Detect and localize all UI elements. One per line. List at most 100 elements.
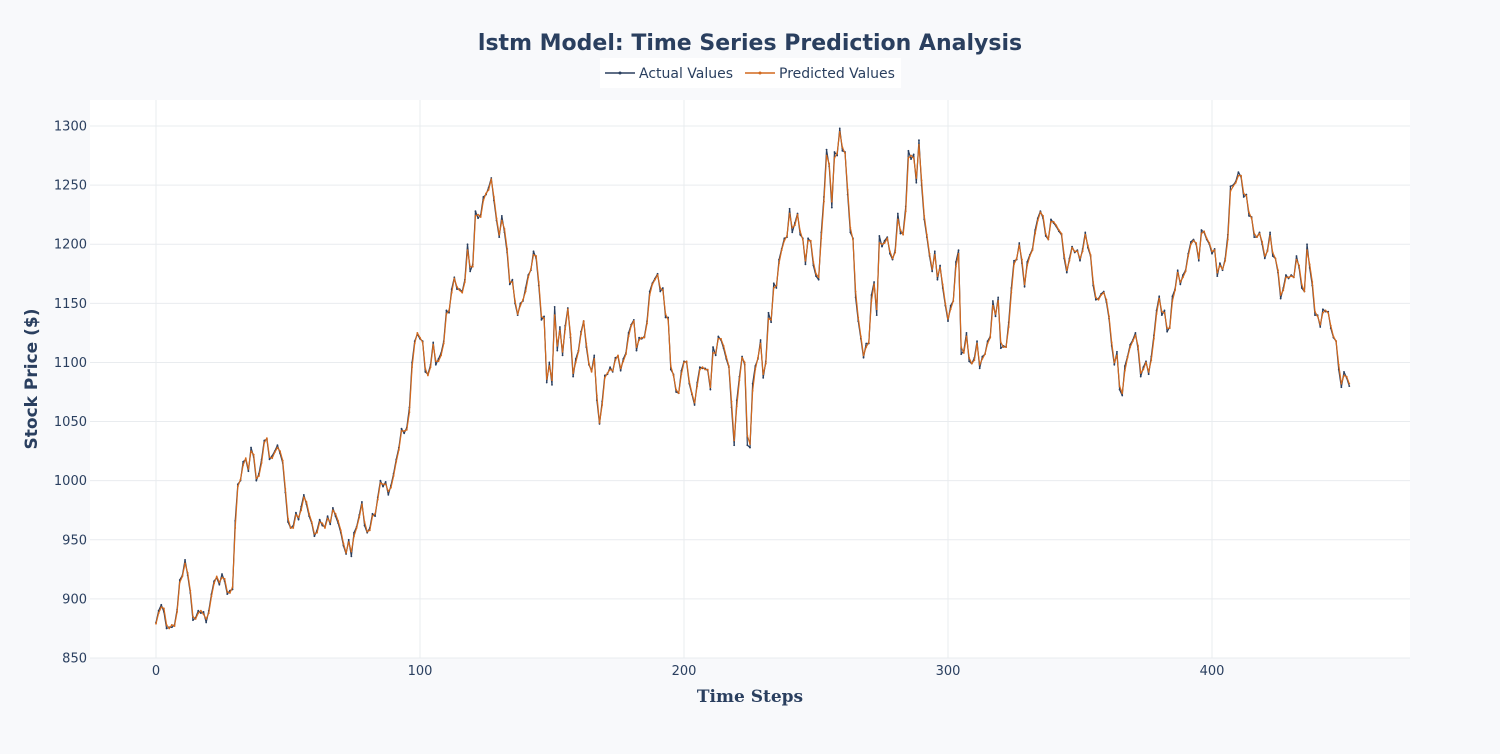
data-point-predicted-values-243 [796,213,799,216]
data-point-predicted-values-229 [759,342,762,345]
data-point-predicted-values-177 [622,360,625,363]
data-point-actual-values-373 [1139,375,1142,378]
y-tick-label-950: 950 [62,533,87,548]
data-point-predicted-values-75 [353,535,355,538]
legend[interactable]: Actual Values Predicted Values [600,58,901,88]
data-point-predicted-values-154 [561,350,564,353]
data-point-predicted-values-244 [799,230,802,233]
data-point-predicted-values-198 [677,392,680,395]
data-point-predicted-values-411 [1240,174,1242,177]
x-tick-label-200: 200 [672,664,697,679]
data-point-actual-values-268 [862,356,865,359]
data-point-predicted-values-0 [155,622,157,625]
data-point-predicted-values-380 [1158,297,1161,300]
y-tick-label-1000: 1000 [54,474,87,489]
data-point-predicted-values-373 [1139,372,1142,374]
data-point-actual-values-4 [165,627,168,630]
data-point-predicted-values-282 [899,229,902,231]
data-point-actual-values-319 [997,296,1000,299]
data-point-predicted-values-410 [1237,174,1240,177]
data-point-predicted-values-122 [477,213,479,216]
data-point-predicted-values-110 [445,313,448,315]
data-point-predicted-values-136 [514,300,516,302]
data-point-predicted-values-304 [957,252,960,255]
data-point-predicted-values-118 [466,249,469,252]
data-point-predicted-values-357 [1097,298,1100,301]
data-point-predicted-values-443 [1324,309,1327,312]
data-point-actual-values-407 [1229,185,1232,188]
data-point-predicted-values-434 [1300,283,1303,286]
data-point-actual-values-251 [817,278,820,281]
data-point-predicted-values-427 [1282,289,1285,292]
data-point-predicted-values-284 [904,210,907,213]
data-point-predicted-values-319 [997,300,1000,302]
data-point-predicted-values-314 [984,353,986,356]
data-point-predicted-values-141 [527,276,530,279]
data-point-predicted-values-13 [189,589,192,592]
data-point-predicted-values-140 [524,290,527,293]
data-point-predicted-values-59 [310,521,313,523]
data-point-predicted-values-266 [857,316,860,319]
legend-item-actual-values[interactable]: Actual Values [605,66,733,82]
data-point-predicted-values-262 [846,188,849,191]
data-point-predicted-values-301 [949,308,952,311]
data-point-predicted-values-226 [751,389,754,392]
data-point-actual-values-318 [994,315,997,318]
data-point-actual-values-135 [511,278,514,281]
data-point-actual-values-388 [1179,283,1182,286]
data-point-predicted-values-281 [896,218,899,221]
data-point-predicted-values-378 [1153,337,1155,340]
data-point-actual-values-17 [199,612,202,614]
data-point-predicted-values-338 [1047,238,1050,241]
data-point-predicted-values-71 [342,542,345,545]
data-point-predicted-values-190 [656,274,659,276]
data-point-actual-values-119 [469,270,472,273]
data-point-predicted-values-88 [387,490,390,493]
data-point-predicted-values-206 [698,368,701,371]
data-point-predicted-values-38 [255,477,258,480]
data-point-predicted-values-228 [757,356,759,359]
data-point-actual-values-269 [865,342,868,345]
data-point-actual-values-350 [1079,259,1081,262]
data-point-predicted-values-178 [625,353,627,356]
data-point-predicted-values-6 [170,624,173,626]
data-point-predicted-values-124 [482,199,485,202]
data-point-predicted-values-1 [157,612,160,614]
data-point-predicted-values-135 [511,281,514,283]
data-point-actual-values-381 [1160,314,1163,317]
data-point-predicted-values-392 [1189,243,1192,246]
data-point-predicted-values-208 [704,368,707,371]
data-point-predicted-values-431 [1292,276,1295,279]
data-point-actual-values-149 [548,361,551,364]
plot-area[interactable] [90,100,1410,658]
data-point-predicted-values-201 [685,360,688,363]
data-point-actual-values-192 [661,287,664,289]
data-point-predicted-values-250 [815,272,817,275]
data-point-predicted-values-123 [479,216,482,218]
data-point-predicted-values-320 [999,341,1002,344]
data-point-predicted-values-255 [828,162,831,165]
data-point-actual-values-2 [160,603,163,606]
data-point-predicted-values-330 [1026,264,1029,267]
legend-item-predicted-values[interactable]: Predicted Values [745,66,895,82]
data-point-predicted-values-20 [207,612,210,614]
data-point-actual-values-232 [767,311,770,314]
data-point-predicted-values-166 [593,358,596,360]
data-point-actual-values-38 [255,479,258,482]
data-point-predicted-values-366 [1121,392,1124,395]
data-point-actual-values-230 [762,376,765,379]
data-point-actual-values-66 [329,523,332,526]
data-point-predicted-values-134 [508,281,511,283]
data-point-predicted-values-92 [397,449,400,451]
data-point-predicted-values-430 [1290,275,1293,278]
y-tick-label-900: 900 [62,592,87,607]
data-point-predicted-values-293 [928,252,931,255]
data-point-actual-values-146 [540,318,543,321]
data-point-predicted-values-52 [292,527,295,529]
data-point-actual-values-211 [712,346,714,348]
data-point-actual-values-54 [297,518,300,521]
data-point-predicted-values-44 [271,457,274,460]
data-point-predicted-values-65 [326,517,329,520]
data-point-predicted-values-79 [363,521,366,523]
data-point-predicted-values-170 [603,376,606,379]
